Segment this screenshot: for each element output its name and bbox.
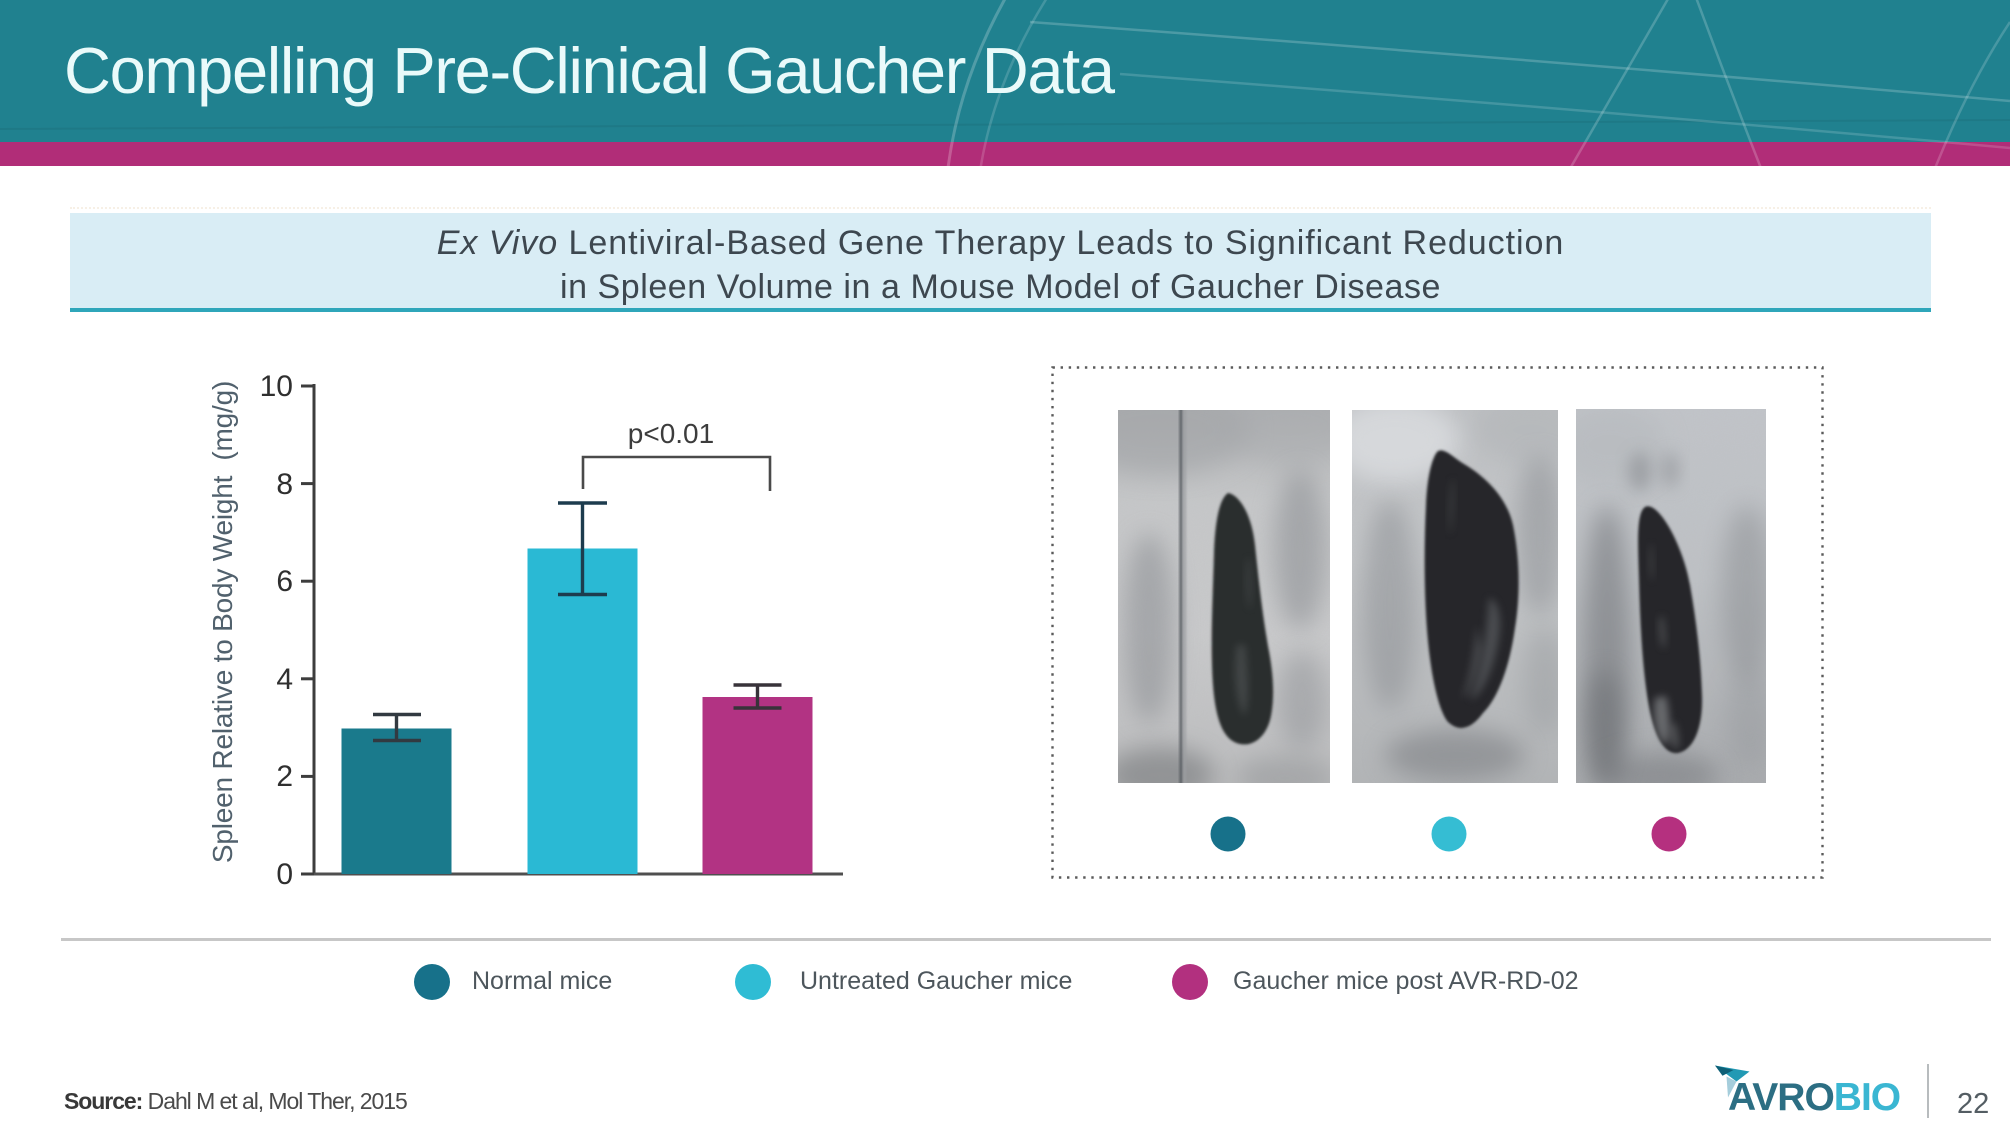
svg-text:2: 2 <box>276 760 293 793</box>
svg-text:10: 10 <box>260 370 293 403</box>
svg-text:6: 6 <box>276 565 293 598</box>
svg-text:0: 0 <box>276 858 293 891</box>
svg-text:p<0.01: p<0.01 <box>628 418 714 449</box>
svg-text:8: 8 <box>276 468 293 501</box>
svg-text:4: 4 <box>276 663 293 696</box>
svg-text:Spleen Relative to Body Weight: Spleen Relative to Body Weight (mg/g) <box>207 381 238 863</box>
